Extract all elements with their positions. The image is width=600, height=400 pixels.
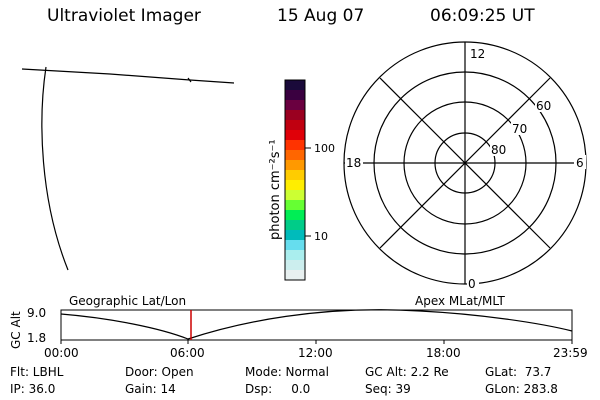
- timeline-y-tick-9: 9.0: [27, 306, 46, 320]
- color-bar-segment: [285, 270, 305, 281]
- info-glat: GLat: 73.7: [485, 365, 552, 379]
- info-glon: GLon: 283.8: [485, 382, 558, 396]
- color-bar-segment: [285, 200, 305, 211]
- color-bar-unit-label: photon cm⁻²s⁻¹: [268, 139, 283, 240]
- altitude-curve: [60, 309, 573, 340]
- timeline-x-tick-12: 12:00: [298, 346, 333, 360]
- lat-label-60: 60: [536, 99, 551, 113]
- map-boundary-top: [21, 68, 235, 84]
- info-gc-alt: GC Alt: 2.2 Re: [365, 365, 449, 379]
- timeline-y-tick-1-8: 1.8: [27, 331, 46, 345]
- color-bar-segment: [285, 120, 305, 131]
- color-bar-segment: [285, 130, 305, 141]
- info-mode: Mode: Normal: [245, 365, 329, 379]
- map-boundary-tick: [187, 77, 192, 83]
- lat-label-70: 70: [512, 122, 527, 136]
- timeline-x-tick-18: 18:00: [426, 346, 461, 360]
- app-title: Ultraviolet Imager: [47, 6, 201, 26]
- timeline-right-label: Apex MLat/MLT: [415, 294, 505, 308]
- color-bar-tick-label-10: 10: [314, 230, 328, 243]
- timeline-x-tick-00: 00:00: [44, 346, 79, 360]
- geographic-map: [21, 66, 235, 271]
- color-bar-segment: [285, 220, 305, 231]
- color-bar-segment: [285, 110, 305, 121]
- color-bar-segment: [285, 180, 305, 191]
- color-bar-frame: [284, 79, 306, 281]
- mlt-label-12: 12: [470, 47, 485, 61]
- color-bar-segment: [285, 140, 305, 151]
- timeline-x-tick-06: 06:00: [170, 346, 205, 360]
- color-bar-tick-label-100: 100: [314, 142, 335, 155]
- lat-label-80: 80: [491, 143, 506, 157]
- color-bar-segment: [285, 230, 305, 241]
- info-filter: Flt: LBHL: [10, 365, 64, 379]
- color-bar-segment: [285, 150, 305, 161]
- info-seq: Seq: 39: [365, 382, 411, 396]
- mlt-label-0: 0: [468, 277, 476, 291]
- mlt-label-6: 6: [576, 156, 584, 170]
- color-bar-segment: [285, 160, 305, 171]
- color-bar-segment: [285, 90, 305, 101]
- info-door: Door: Open: [125, 365, 194, 379]
- color-bar-segment: [285, 210, 305, 221]
- map-boundary-left: [41, 66, 69, 271]
- timeline-x-tick-2359: 23:59: [553, 346, 588, 360]
- color-bar-segment: [285, 250, 305, 261]
- color-bar-segment: [285, 80, 305, 91]
- timeline-x-ticks: [60, 340, 573, 344]
- color-bar: [285, 80, 305, 281]
- info-dsp: Dsp: 0.0: [245, 382, 311, 396]
- color-bar-segment: [285, 100, 305, 111]
- color-bar-segment: [285, 170, 305, 181]
- header-date: 15 Aug 07: [277, 6, 365, 26]
- color-bar-segment: [285, 240, 305, 251]
- info-gain: Gain: 14: [125, 382, 176, 396]
- polar-plot: [343, 41, 587, 285]
- header-time: 06:09:25 UT: [430, 6, 535, 26]
- polar-diagonal-2: [379, 77, 551, 249]
- timeline-y-axis-label: GC Alt: [9, 311, 23, 349]
- color-bar-segment: [285, 190, 305, 201]
- color-bar-segment: [285, 260, 305, 271]
- info-ip: IP: 36.0: [10, 382, 56, 396]
- timeline-left-label: Geographic Lat/Lon: [69, 294, 186, 308]
- mlt-label-18: 18: [346, 156, 361, 170]
